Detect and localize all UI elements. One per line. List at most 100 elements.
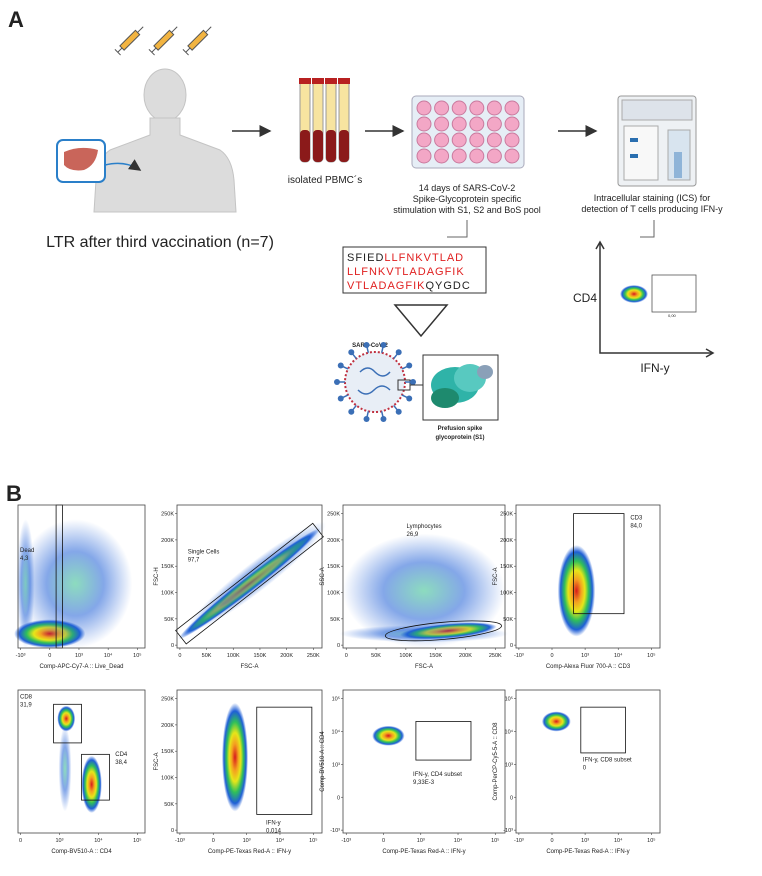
caption-line: glycoprotein (S1) <box>435 435 484 441</box>
spike-head <box>410 379 416 385</box>
x-tick-label: 10³ <box>581 653 589 659</box>
peptide-line: LLFNKVTLADAGFIK <box>347 266 465 278</box>
x-axis-label: Comp-BV510-A :: CD4 <box>51 849 112 855</box>
pbmc-caption: isolated PBMC´s <box>288 174 362 186</box>
well <box>504 148 520 164</box>
population <box>620 285 648 303</box>
person <box>93 68 237 213</box>
liver <box>64 147 98 171</box>
well <box>416 132 432 148</box>
spike-head <box>337 362 344 369</box>
x-tick-label: 10⁵ <box>647 652 655 659</box>
caption-line: stimulation with S1, S2 and BoS pool <box>393 205 541 215</box>
x-tick-label: 10⁵ <box>647 837 655 844</box>
axis-arrows <box>595 240 715 358</box>
y-tick-label: 10⁵ <box>505 696 513 703</box>
y-axis-label: FSC-H <box>154 567 160 585</box>
gate-value: 0,00 <box>668 313 677 318</box>
x-tick-label: 10³ <box>243 838 251 844</box>
y-axis-label: CD4 <box>573 291 597 305</box>
gate-value: 31,9 <box>20 703 32 709</box>
x-tick-label: -10³ <box>514 838 524 844</box>
gate-value: 84,0 <box>630 523 642 529</box>
spike-head <box>334 379 340 385</box>
x-tick-label: 10³ <box>417 838 425 844</box>
x-tick-label: 10³ <box>581 838 589 844</box>
stimulation-caption: 14 days of SARS-CoV-2 Spike-Glycoprotein… <box>393 183 541 215</box>
gate-name: IFN-y <box>266 820 281 826</box>
patient-caption: LTR after third vaccination (n=7) <box>46 234 274 251</box>
y-axis-label: FSC-A <box>493 568 499 586</box>
peptide-segment: LLFNKVTLADAGFIK <box>347 266 465 278</box>
y-tick-label: 0 <box>337 795 340 801</box>
panel-label: A <box>8 7 24 32</box>
gate-name: CD4 <box>115 752 128 758</box>
panel-label: B <box>6 481 22 506</box>
caption-line: Spike-Glycoprotein specific <box>413 194 522 204</box>
peptide-segment: LLFNKVTLAD <box>384 252 464 264</box>
peptide-segment: VTLADAGFIK <box>347 280 425 292</box>
y-tick-label: 200K <box>161 538 174 544</box>
bracket <box>640 220 655 238</box>
gate-value: 0 <box>583 766 587 772</box>
x-tick-label: 10³ <box>75 653 83 659</box>
y-tick-label: 0 <box>171 643 174 649</box>
x-tick-label: 10⁵ <box>491 837 499 844</box>
gate-name: CD3 <box>630 515 643 521</box>
y-tick-label: 50K <box>503 617 513 623</box>
x-tick-label: 0 <box>345 653 348 659</box>
spike-head <box>363 416 370 423</box>
x-tick-label: 250K <box>307 653 320 659</box>
well <box>504 132 520 148</box>
y-tick-label: 150K <box>161 564 174 570</box>
cell-population <box>81 755 102 813</box>
peptide-line: SFIEDLLFNKVTLAD <box>347 252 464 264</box>
well <box>451 100 467 116</box>
plot-frame <box>342 504 506 649</box>
gate-value: 97,7 <box>188 558 200 564</box>
x-tick-label: 10⁴ <box>104 652 113 659</box>
spike-head <box>337 395 344 402</box>
x-tick-label: 0 <box>382 838 385 844</box>
well <box>434 132 450 148</box>
y-tick-label: 200K <box>500 538 513 544</box>
well <box>469 148 485 164</box>
x-tick-label: 0 <box>48 653 51 659</box>
y-axis-label: FSC-A <box>154 753 160 771</box>
x-tick-label: 0 <box>550 653 553 659</box>
y-tick-label: -10³ <box>503 828 513 834</box>
spike-head <box>380 416 387 423</box>
peptide-segment: QYGDC <box>425 280 470 292</box>
plot-frame <box>17 689 146 834</box>
x-tick-label: 10⁴ <box>94 837 103 844</box>
spike-protein <box>431 364 493 408</box>
y-tick-label: 200K <box>161 723 174 729</box>
x-tick-label: 100K <box>399 653 412 659</box>
x-axis-label: Comp-PE-Texas Red-A :: IFN-y <box>546 849 629 855</box>
x-tick-label: 10⁴ <box>454 837 463 844</box>
well <box>416 148 432 164</box>
plot-frame <box>176 689 323 834</box>
x-tick-label: 10⁵ <box>309 837 317 844</box>
y-axis-label: Comp-BV510-A :: CD4 <box>320 731 326 792</box>
x-tick-label: 0 <box>178 653 181 659</box>
y-tick-label: 0 <box>510 643 513 649</box>
x-tick-label: 150K <box>254 653 267 659</box>
y-tick-label: 10⁴ <box>505 728 514 735</box>
x-tick-label: -10³ <box>175 838 185 844</box>
peptide-line: VTLADAGFIKQYGDC <box>347 280 471 292</box>
well <box>504 100 520 116</box>
well <box>486 148 502 164</box>
cell-population <box>221 702 249 812</box>
spike-head <box>380 341 387 348</box>
x-tick-label: -10³ <box>514 653 524 659</box>
x-axis-label: Comp-Alexa Fluor 700-A :: CD3 <box>546 664 631 670</box>
y-tick-label: 10⁵ <box>332 696 340 703</box>
gate-value: 0,014 <box>266 828 282 834</box>
gate <box>53 703 82 744</box>
well-plate <box>411 95 525 169</box>
y-tick-label: 10³ <box>505 762 513 768</box>
y-tick-label: 150K <box>327 564 340 570</box>
